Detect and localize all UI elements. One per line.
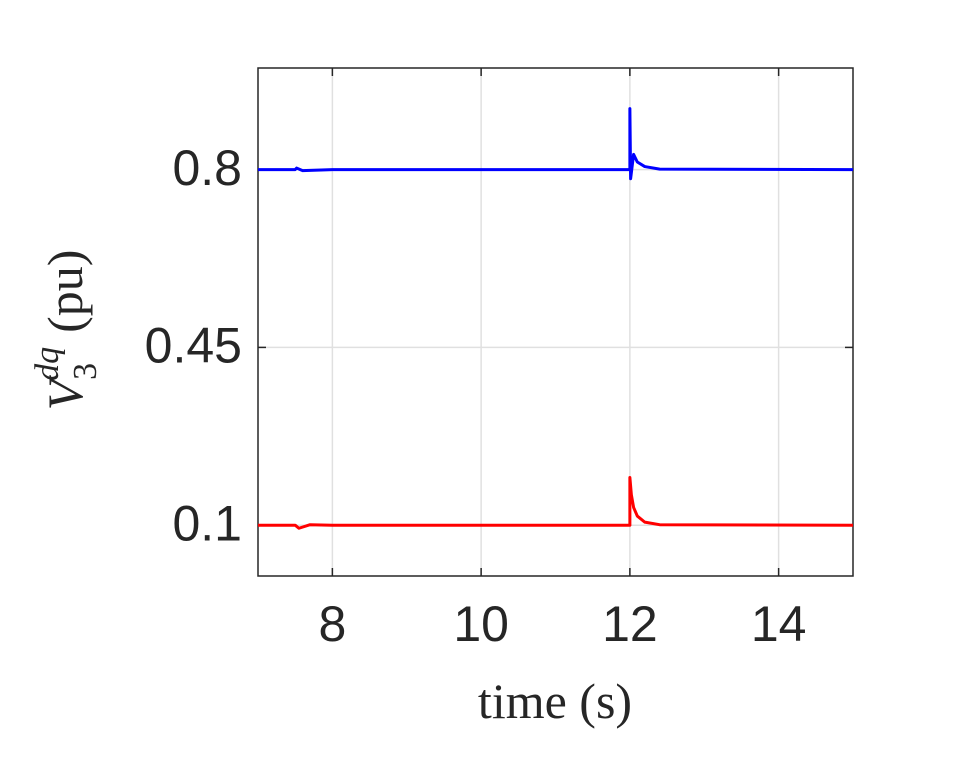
y-tick-label: 0.45 (145, 318, 242, 374)
x-axis-label: time (s) (478, 673, 632, 729)
x-tick-label: 8 (318, 596, 346, 652)
line-series (258, 475, 854, 530)
y-label-sup: dq (29, 347, 66, 381)
x-tick-label: 14 (751, 596, 807, 652)
x-tick-label: 10 (453, 596, 509, 652)
y-axis-label: V3dq (pu) (29, 250, 104, 411)
y-tick-label: 0.8 (172, 140, 242, 196)
y-label-base: V (37, 374, 93, 410)
y-label-sub: 3 (67, 363, 104, 380)
x-tick-label: 12 (602, 596, 658, 652)
y-label-unit: (pu) (37, 250, 93, 333)
y-tick-label: 0.1 (172, 495, 242, 551)
line-series (258, 107, 854, 181)
plot-frame (257, 67, 854, 577)
